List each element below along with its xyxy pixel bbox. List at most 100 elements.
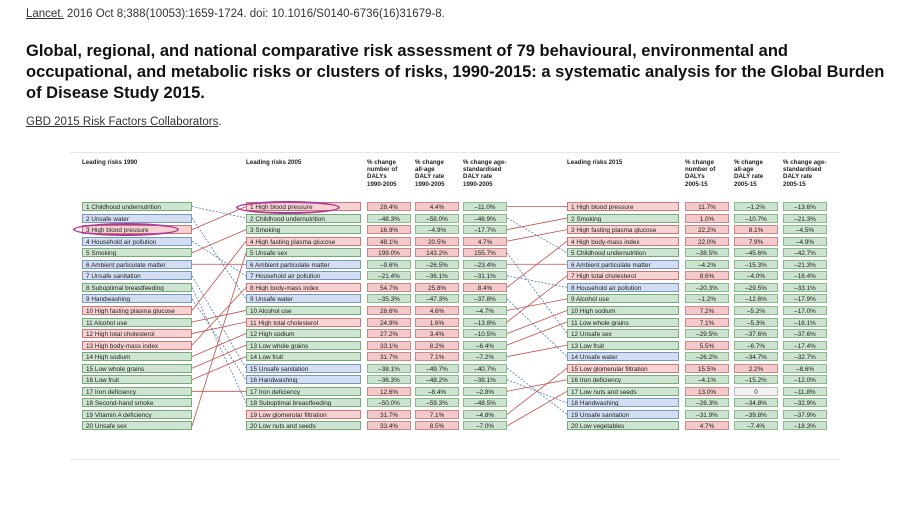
pct-change-allage-2005-15: –1.2% [734, 202, 778, 211]
pct-change-agestd-2005-15: –32.7% [783, 352, 827, 362]
risk-2015-row: 7 High total cholesterol [567, 271, 679, 281]
pct-change-dalys-1990-2005: 31.7% [367, 409, 411, 419]
rank-link-1990-2005 [191, 240, 247, 311]
rank-link-1990-2005 [191, 240, 247, 277]
header-leading-2015: Leading risks 2015 [567, 159, 623, 166]
risk-1990-row: 20 Unsafe sex [82, 421, 192, 431]
pct-change-dalys-2005-15: 7.1% [685, 317, 729, 327]
pct-change-agestd-2005-15: –42.7% [783, 248, 827, 258]
rank-link-2005-2015 [506, 367, 568, 415]
pct-change-allage-1990-2005: 7.1% [415, 352, 459, 362]
pct-change-allage-2005-15: –10.7% [734, 213, 778, 223]
pct-change-agestd-1990-2005: –46.9% [463, 213, 507, 223]
header-2015-dalys: % change number of DALYs 2005-15 [685, 159, 716, 188]
risk-2015-row: 17 Low nuts and seeds [567, 386, 679, 396]
pct-change-agestd-2005-15: –21.3% [783, 213, 827, 223]
pct-change-agestd-2005-15: –33.1% [783, 282, 827, 292]
pct-change-allage-2005-15: –7.4% [734, 421, 778, 431]
rank-link-2005-2015 [506, 275, 568, 288]
risk-1990-row: 6 Ambient particulate matter [82, 259, 192, 269]
pct-change-allage-1990-2005: 25.8% [415, 282, 459, 292]
pct-change-dalys-1990-2005: 28.6% [367, 305, 411, 315]
header-leading-1990: Leading risks 1990 [82, 159, 138, 166]
risk-2015-row: 20 Low vegetables [567, 421, 679, 431]
risk-2015-row: 6 Ambient particulate matter [567, 259, 679, 269]
risk-2015-row: 3 High fasting plasma glucose [567, 225, 679, 235]
risk-2005-row: 11 High total cholesterol [246, 317, 361, 327]
pct-change-agestd-2005-15: –17.4% [783, 340, 827, 350]
pct-change-allage-2005-15: –37.6% [734, 329, 778, 339]
pct-change-dalys-1990-2005: 199.0% [367, 248, 411, 258]
risk-2005-row: 3 Smoking [246, 225, 361, 235]
pct-change-dalys-1990-2005: 54.7% [367, 282, 411, 292]
pct-change-dalys-1990-2005: 27.2% [367, 329, 411, 339]
pct-change-agestd-1990-2005: –38.1% [463, 375, 507, 385]
pct-change-agestd-1990-2005: –7.0% [463, 421, 507, 431]
pct-change-allage-1990-2005: 7.1% [415, 409, 459, 419]
rank-link-1990-2005 [191, 206, 247, 230]
pct-change-allage-1990-2005: –49.7% [415, 363, 459, 373]
pct-change-dalys-2005-15: –4.2% [685, 259, 729, 269]
pct-change-allage-1990-2005: –8.4% [415, 386, 459, 396]
authors-link[interactable]: GBD 2015 Risk Factors Collaborators [26, 116, 219, 128]
article-title: Global, regional, and national comparati… [26, 42, 885, 102]
pct-change-agestd-1990-2005: –4.7% [463, 305, 507, 315]
risk-2005-row: 19 Low glomerular filtration [246, 409, 361, 419]
risk-2015-row: 8 Household air pollution [567, 282, 679, 292]
risk-2015-row: 9 Alcohol use [567, 294, 679, 304]
pct-change-allage-2005-15: 2.2% [734, 363, 778, 373]
rank-link-1990-2005 [191, 252, 247, 427]
rank-connector-lines [191, 206, 568, 427]
risk-1990-row: 10 High fasting plasma glucose [82, 305, 192, 315]
rank-link-1990-2005 [191, 333, 247, 358]
pct-change-allage-1990-2005: –48.2% [415, 375, 459, 385]
pct-change-agestd-1990-2005: –23.4% [463, 259, 507, 269]
pct-change-dalys-1990-2005: –48.3% [367, 213, 411, 223]
pct-change-allage-2005-15: –34.7% [734, 352, 778, 362]
pct-change-dalys-1990-2005: –35.3% [367, 294, 411, 304]
pct-change-dalys-2005-15: 22.2% [685, 225, 729, 235]
rank-link-1990-2005 [191, 298, 247, 380]
pct-change-allage-1990-2005: 8.5% [415, 421, 459, 431]
pct-change-agestd-1990-2005: –17.7% [463, 225, 507, 235]
pct-change-allage-2005-15: –34.8% [734, 398, 778, 408]
rank-link-2005-2015 [506, 275, 568, 323]
risk-1990-row: 12 High total cholesterol [82, 329, 192, 339]
pct-change-dalys-2005-15: –1.2% [685, 294, 729, 304]
pct-change-agestd-1990-2005: –7.2% [463, 352, 507, 362]
risk-2005-row: 2 Childhood undernutrition [246, 213, 361, 223]
risk-2015-row: 12 Unsafe sex [567, 329, 679, 339]
pct-change-dalys-2005-15: –20.3% [685, 282, 729, 292]
pct-change-agestd-2005-15: –37.9% [783, 409, 827, 419]
pct-change-allage-2005-15: –45.6% [734, 248, 778, 258]
journal-link[interactable]: Lancet. [26, 8, 64, 20]
pct-change-dalys-1990-2005: –38.1% [367, 363, 411, 373]
citation-details: 2016 Oct 8;388(10053):1659-1724. doi: 10… [63, 8, 445, 20]
risk-2015-row: 18 Handwashing [567, 398, 679, 408]
pct-change-dalys-2005-15: –29.5% [685, 329, 729, 339]
pct-change-agestd-1990-2005: –37.8% [463, 294, 507, 304]
risk-2005-row: 9 Unsafe water [246, 294, 361, 304]
risk-1990-row: 3 High blood pressure [82, 225, 192, 235]
figure-frame [70, 152, 840, 460]
pct-change-agestd-1990-2005: –31.1% [463, 271, 507, 281]
header-2005-dalys: % change number of DALYs 1990-2005 [367, 159, 398, 188]
pct-change-allage-1990-2005: –59.3% [415, 398, 459, 408]
rank-link-2005-2015 [506, 229, 568, 242]
pct-change-allage-2005-15: –15.2% [734, 375, 778, 385]
pct-change-allage-2005-15: –5.2% [734, 305, 778, 315]
risk-1990-row: 11 Alcohol use [82, 317, 192, 327]
pct-change-dalys-2005-15: 8.6% [685, 271, 729, 281]
pct-change-agestd-2005-15: –12.0% [783, 375, 827, 385]
pct-change-allage-1990-2005: 20.5% [415, 236, 459, 246]
risk-2005-row: 6 Ambient particulate matter [246, 259, 361, 269]
pct-change-dalys-1990-2005: –50.0% [367, 398, 411, 408]
risk-1990-row: 8 Suboptimal breastfeeding [82, 282, 192, 292]
pct-change-agestd-2005-15: –37.6% [783, 329, 827, 339]
risk-2005-row: 14 Low fruit [246, 352, 361, 362]
header-2005-agestd: % change age- standardised DALY rate 199… [463, 159, 507, 188]
citation: Lancet. 2016 Oct 8;388(10053):1659-1724.… [26, 8, 445, 20]
pct-change-allage-1990-2005: 1.6% [415, 317, 459, 327]
rank-link-2005-2015 [506, 217, 568, 230]
risk-1990-row: 14 High sodium [82, 352, 192, 362]
